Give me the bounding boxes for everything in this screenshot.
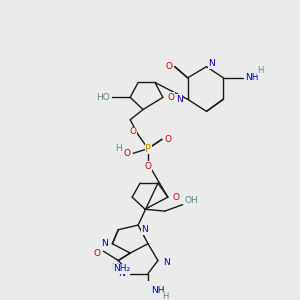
Text: N: N [118,269,125,278]
Text: OH: OH [185,196,198,206]
Text: O: O [145,162,152,171]
Text: O: O [168,93,175,102]
Text: P: P [145,144,151,154]
Text: O: O [166,62,173,71]
Text: NH: NH [151,286,164,295]
Text: O: O [123,149,130,158]
Text: N: N [100,239,107,248]
Text: H: H [116,144,122,153]
Text: N: N [176,95,183,104]
Text: O: O [173,193,180,202]
Text: NH₂: NH₂ [113,264,130,273]
Text: O: O [165,135,172,144]
Text: N: N [163,258,169,267]
Text: N: N [141,225,148,234]
Text: O: O [129,128,136,136]
Text: HO: HO [97,93,110,102]
Text: H: H [257,66,263,75]
Text: H: H [162,292,168,300]
Text: N: N [208,59,215,68]
Text: O: O [94,249,100,258]
Text: H: H [112,263,118,272]
Text: NH: NH [245,73,259,82]
